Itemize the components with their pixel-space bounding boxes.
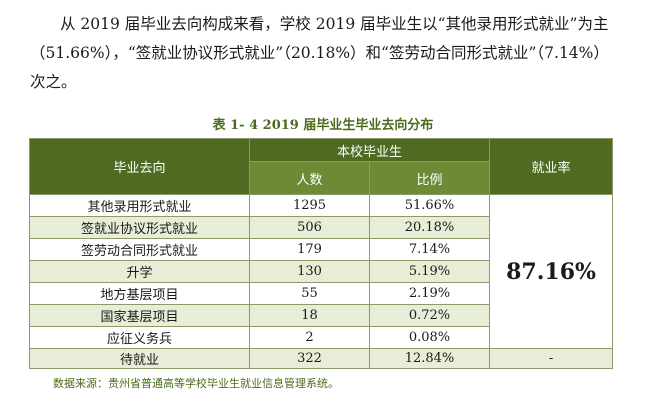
row-ratio: 0.08% <box>368 326 491 349</box>
summary-paragraph: 从 2019 届毕业去向构成来看，学校 2019 届毕业生以“其他录用形式就业”… <box>30 10 640 97</box>
row-name: 升学 <box>29 260 250 283</box>
row-count: 1295 <box>249 194 370 217</box>
row-count: 179 <box>249 238 370 261</box>
row-name: 签劳动合同形式就业 <box>29 238 250 261</box>
row-count: 2 <box>249 326 370 349</box>
row-count: 18 <box>249 304 370 327</box>
header-count: 人数 <box>249 161 370 195</box>
header-ratio: 比例 <box>368 161 491 195</box>
row-name: 地方基层项目 <box>29 282 250 305</box>
row-ratio: 2.19% <box>368 282 491 305</box>
row-ratio: 0.72% <box>368 304 491 327</box>
paragraph-line: （51.66%），“签就业协议形式就业”（20.18%）和“签劳动合同形式就业”… <box>30 44 609 62</box>
destination-table: 毕业去向 本校毕业生 就业率 人数 比例 其他录用形式就业 1295 51.66… <box>29 138 614 369</box>
row-name: 国家基层项目 <box>29 304 250 327</box>
header-rate: 就业率 <box>489 138 614 195</box>
row-ratio: 20.18% <box>368 216 491 239</box>
paragraph-line: 次之。 <box>30 73 77 91</box>
row-ratio: 51.66% <box>368 194 491 217</box>
row-name: 其他录用形式就业 <box>29 194 250 217</box>
paragraph-line: 从 2019 届毕业去向构成来看，学校 2019 届毕业生以“其他录用形式就业”… <box>60 15 609 33</box>
table-caption: 表 1- 4 2019 届毕业生毕业去向分布 <box>212 118 434 133</box>
footer-count: 322 <box>249 348 370 369</box>
employment-rate-value: 87.16% <box>489 194 614 349</box>
header-destination: 毕业去向 <box>29 138 250 195</box>
footer-ratio: 12.84% <box>368 348 491 369</box>
header-group: 本校毕业生 <box>248 138 491 162</box>
row-ratio: 5.19% <box>368 260 491 283</box>
row-count: 55 <box>249 282 370 305</box>
row-ratio: 7.14% <box>368 238 491 261</box>
row-name: 应征义务兵 <box>29 326 250 349</box>
row-count: 506 <box>249 216 370 239</box>
footer-name: 待就业 <box>29 348 250 369</box>
source-note: 数据来源：贵州省普通高等学校毕业生就业信息管理系统。 <box>53 377 339 390</box>
footer-rate: - <box>489 348 614 369</box>
row-name: 签就业协议形式就业 <box>29 216 250 239</box>
row-count: 130 <box>249 260 370 283</box>
